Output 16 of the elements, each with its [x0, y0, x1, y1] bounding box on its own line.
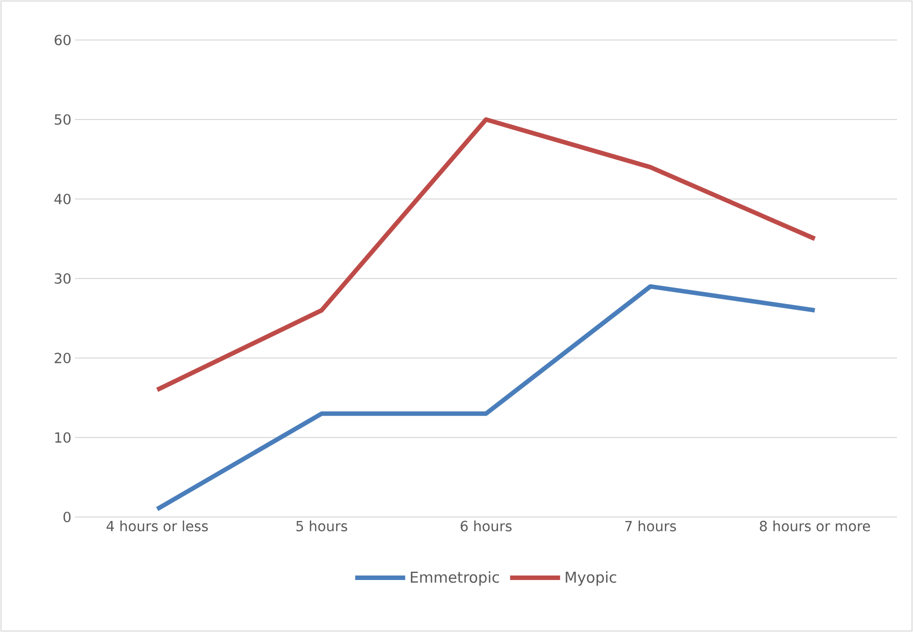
- x-tick-label: 4 hours or less: [106, 520, 208, 532]
- legend-label: Myopic: [566, 571, 616, 586]
- x-tick-label: 8 hours or more: [760, 520, 870, 532]
- y-tick-label: 30: [54, 273, 71, 284]
- y-tick-label: 0: [64, 512, 71, 522]
- y-tick-label: 40: [54, 194, 71, 204]
- x-tick-label: 7 hours: [625, 520, 676, 532]
- line-series: [154, 284, 818, 512]
- y-tick-label: 60: [54, 34, 71, 46]
- y-tick-label: 20: [54, 352, 71, 364]
- legend-label: Emmetropic: [410, 571, 499, 586]
- y-tick-label: 10: [55, 432, 71, 443]
- x-tick-label: 5 hours: [296, 520, 348, 532]
- y-tick-label: 50: [54, 114, 71, 125]
- x-tick-label: 6 hours: [460, 520, 512, 532]
- line-series: [154, 117, 818, 392]
